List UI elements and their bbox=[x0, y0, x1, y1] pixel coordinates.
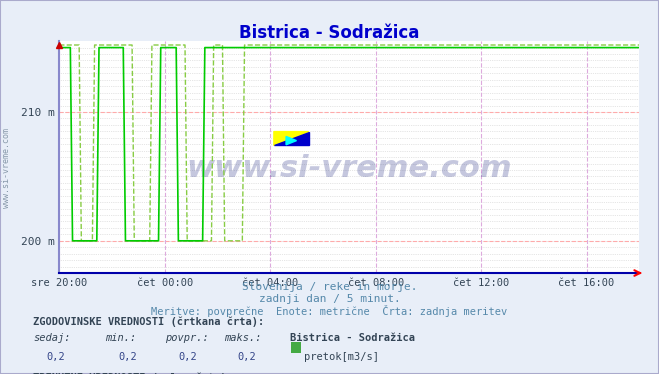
Text: 0,2: 0,2 bbox=[178, 352, 196, 362]
Polygon shape bbox=[274, 132, 308, 145]
Text: Bistrica - Sodražica: Bistrica - Sodražica bbox=[239, 24, 420, 42]
Text: Bistrica - Sodražica: Bistrica - Sodražica bbox=[290, 333, 415, 343]
Text: zadnji dan / 5 minut.: zadnji dan / 5 minut. bbox=[258, 294, 401, 304]
Text: 0,2: 0,2 bbox=[46, 352, 65, 362]
Text: sedaj:: sedaj: bbox=[33, 333, 71, 343]
Polygon shape bbox=[286, 137, 297, 145]
Text: TRENUTNE VREDNOSTI (polna črta):: TRENUTNE VREDNOSTI (polna črta): bbox=[33, 372, 233, 374]
Text: www.si-vreme.com: www.si-vreme.com bbox=[2, 128, 11, 208]
Text: min.:: min.: bbox=[105, 333, 136, 343]
Text: 0,2: 0,2 bbox=[237, 352, 256, 362]
Text: 0,2: 0,2 bbox=[119, 352, 137, 362]
Polygon shape bbox=[274, 132, 308, 145]
Text: povpr.:: povpr.: bbox=[165, 333, 208, 343]
Text: ZGODOVINSKE VREDNOSTI (črtkana črta):: ZGODOVINSKE VREDNOSTI (črtkana črta): bbox=[33, 316, 264, 327]
Text: pretok[m3/s]: pretok[m3/s] bbox=[304, 352, 380, 362]
Text: Slovenija / reke in morje.: Slovenija / reke in morje. bbox=[242, 282, 417, 292]
Text: maks.:: maks.: bbox=[224, 333, 262, 343]
Text: Meritve: povprečne  Enote: metrične  Črta: zadnja meritev: Meritve: povprečne Enote: metrične Črta:… bbox=[152, 305, 507, 317]
Text: www.si-vreme.com: www.si-vreme.com bbox=[186, 154, 512, 183]
